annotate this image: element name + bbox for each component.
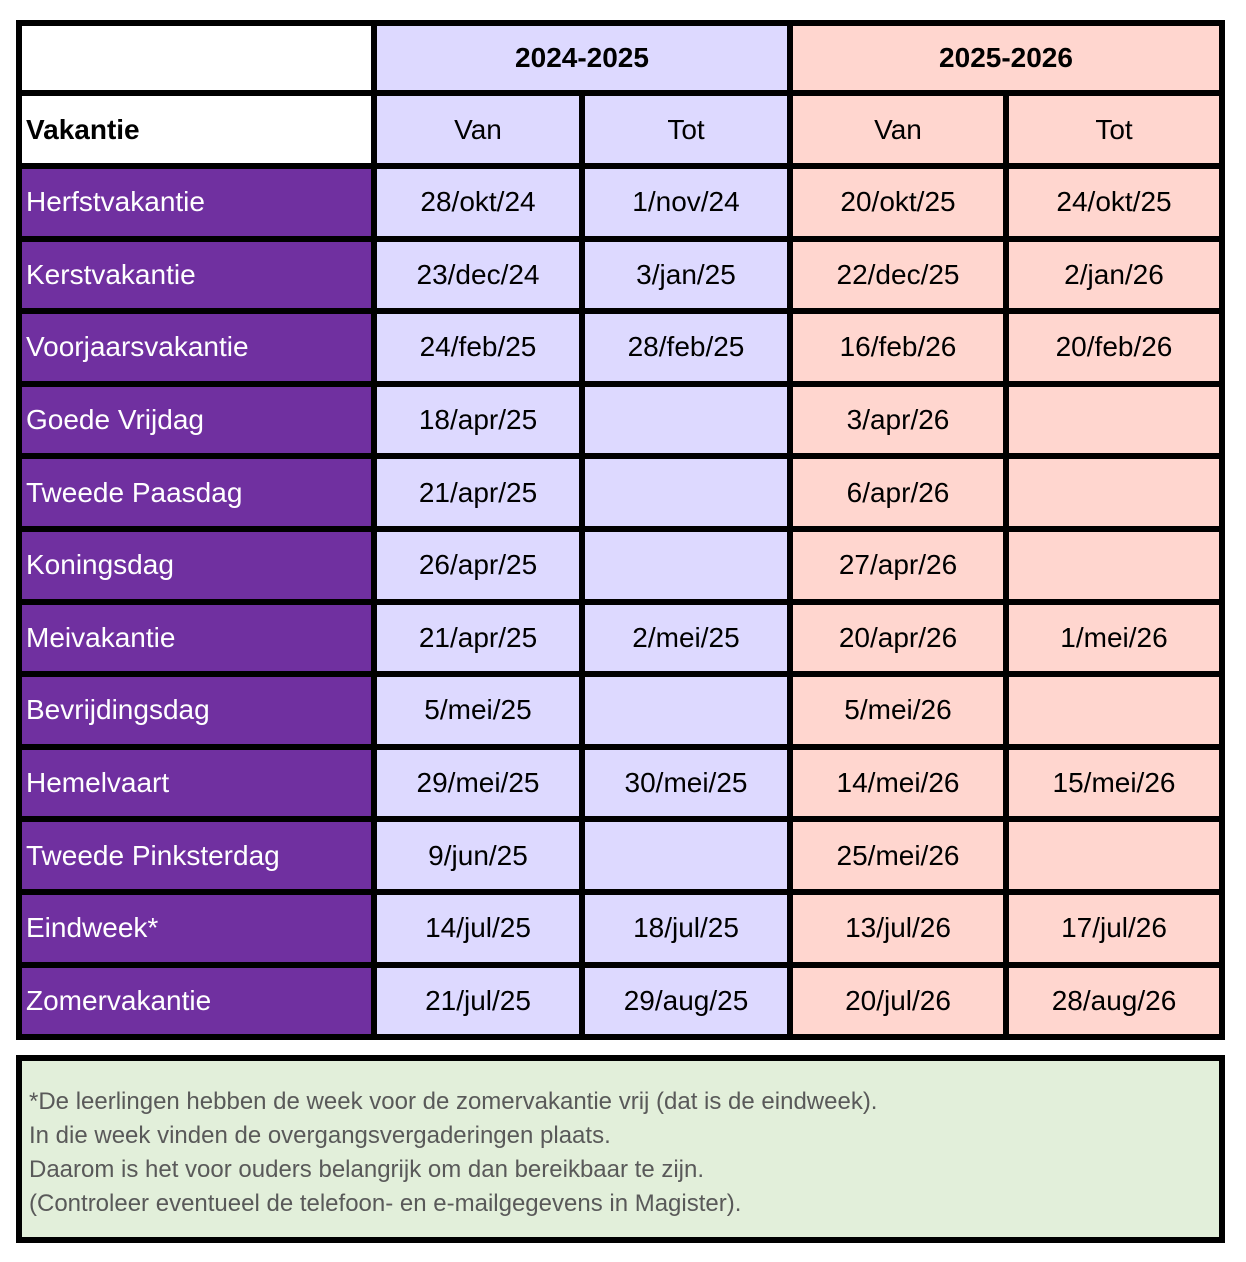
y2-tot-cell [1009, 386, 1219, 454]
y2-tot-cell [1009, 822, 1219, 889]
vacation-name: Bevrijdingsdag [22, 677, 371, 744]
y1-van-cell: 24/feb/25 [377, 314, 579, 381]
y1-van-cell: 29/mei/25 [377, 749, 579, 817]
y2-tot-cell: 28/aug/26 [1009, 967, 1219, 1035]
vacation-name: Kerstvakantie [22, 241, 371, 309]
column-header-row: Vakantie Van Tot Van Tot [22, 96, 1219, 163]
y2-tot-cell: 20/feb/26 [1009, 314, 1219, 381]
y2-tot-cell [1009, 459, 1219, 526]
vacation-name: Goede Vrijdag [22, 386, 371, 454]
y1-tot-cell: 29/aug/25 [585, 967, 787, 1035]
y2-van-cell: 22/dec/25 [793, 241, 1003, 309]
vacation-name: Zomervakantie [22, 967, 371, 1035]
vacation-name: Tweede Pinksterdag [22, 822, 371, 889]
vacation-name: Tweede Paasdag [22, 459, 371, 526]
y2-van-cell: 20/jul/26 [793, 967, 1003, 1035]
year-2025-2026-header: 2025-2026 [793, 26, 1219, 90]
year-header-row: 2024-2025 2025-2026 [22, 26, 1219, 90]
y1-van-cell: 21/jul/25 [377, 967, 579, 1035]
y2-van-cell: 5/mei/26 [793, 677, 1003, 744]
vacation-name: Hemelvaart [22, 749, 371, 817]
y1-tot-header: Tot [585, 96, 787, 163]
table-row: Herfstvakantie 28/okt/24 1/nov/24 20/okt/25… [22, 169, 1219, 236]
table-row: Kerstvakantie 23/dec/24 3/jan/25 22/dec/25 2… [22, 241, 1219, 309]
vacation-name: Meivakantie [22, 604, 371, 672]
vacation-table: 2024-2025 2025-2026 Vakantie Van Tot Van… [16, 20, 1225, 1041]
corner-blank-cell [22, 26, 371, 90]
y2-van-cell: 6/apr/26 [793, 459, 1003, 526]
y1-van-cell: 23/dec/24 [377, 241, 579, 309]
y1-tot-cell [585, 677, 787, 744]
y1-van-cell: 18/apr/25 [377, 386, 579, 454]
vacation-name: Koningsdag [22, 531, 371, 599]
y2-van-cell: 13/jul/26 [793, 894, 1003, 962]
y2-tot-header: Tot [1009, 96, 1219, 163]
y2-tot-cell [1009, 531, 1219, 599]
year-2024-2025-header: 2024-2025 [377, 26, 787, 90]
y2-van-header: Van [793, 96, 1003, 163]
y2-tot-cell: 2/jan/26 [1009, 241, 1219, 309]
table-row: Eindweek* 14/jul/25 18/jul/25 13/jul/26 17/j… [22, 894, 1219, 962]
y2-van-cell: 3/apr/26 [793, 386, 1003, 454]
y1-van-cell: 28/okt/24 [377, 169, 579, 236]
table-row: Zomervakantie 21/jul/25 29/aug/25 20/jul/26… [22, 967, 1219, 1035]
table-row: Bevrijdingsdag 5/mei/25 5/mei/26 [22, 677, 1219, 744]
footnote-line: In die week vinden de overgangsvergaderi… [29, 1122, 611, 1149]
footnote-line: *De leerlingen hebben de week voor de zo… [29, 1088, 878, 1115]
y1-van-cell: 21/apr/25 [377, 459, 579, 526]
y2-tot-cell [1009, 677, 1219, 744]
table-row: Voorjaarsvakantie 24/feb/25 28/feb/25 16/fe… [22, 314, 1219, 381]
y1-tot-cell: 1/nov/24 [585, 169, 787, 236]
y2-tot-cell: 1/mei/26 [1009, 604, 1219, 672]
vacation-rows: Herfstvakantie 28/okt/24 1/nov/24 20/okt/25… [22, 169, 1219, 1035]
table-row: Tweede Pinksterdag 9/jun/25 25/mei/26 [22, 822, 1219, 889]
y1-van-cell: 14/jul/25 [377, 894, 579, 962]
table-row: Hemelvaart 29/mei/25 30/mei/25 14/mei/26 15/… [22, 749, 1219, 817]
table-row: Goede Vrijdag 18/apr/25 3/apr/26 [22, 386, 1219, 454]
table-row: Koningsdag 26/apr/25 27/apr/26 [22, 531, 1219, 599]
y1-van-cell: 26/apr/25 [377, 531, 579, 599]
y2-tot-cell: 24/okt/25 [1009, 169, 1219, 236]
y1-tot-cell [585, 822, 787, 889]
y1-tot-cell: 3/jan/25 [585, 241, 787, 309]
y1-tot-cell: 18/jul/25 [585, 894, 787, 962]
y1-tot-cell [585, 459, 787, 526]
y1-van-cell: 21/apr/25 [377, 604, 579, 672]
vakantie-header: Vakantie [22, 96, 371, 163]
y1-van-header: Van [377, 96, 579, 163]
table-row: Tweede Paasdag 21/apr/25 6/apr/26 [22, 459, 1219, 526]
y2-van-cell: 20/apr/26 [793, 604, 1003, 672]
y2-tot-cell: 15/mei/26 [1009, 749, 1219, 817]
footnote-box: *De leerlingen hebben de week voor de zo… [16, 1055, 1225, 1243]
table-row: Meivakantie 21/apr/25 2/mei/25 20/apr/26 1/m… [22, 604, 1219, 672]
vacation-name: Voorjaarsvakantie [22, 314, 371, 381]
y1-tot-cell [585, 386, 787, 454]
footnote-line: Daarom is het voor ouders belangrijk om … [29, 1156, 705, 1183]
y1-tot-cell: 28/feb/25 [585, 314, 787, 381]
y2-van-cell: 16/feb/26 [793, 314, 1003, 381]
y1-van-cell: 5/mei/25 [377, 677, 579, 744]
y2-van-cell: 20/okt/25 [793, 169, 1003, 236]
y1-tot-cell: 30/mei/25 [585, 749, 787, 817]
footnote-line: (Controleer eventueel de telefoon- en e-… [29, 1190, 742, 1217]
y2-van-cell: 27/apr/26 [793, 531, 1003, 599]
y2-tot-cell: 17/jul/26 [1009, 894, 1219, 962]
y1-tot-cell [585, 531, 787, 599]
y2-van-cell: 14/mei/26 [793, 749, 1003, 817]
vacation-name: Eindweek* [22, 894, 371, 962]
y1-tot-cell: 2/mei/25 [585, 604, 787, 672]
y2-van-cell: 25/mei/26 [793, 822, 1003, 889]
y1-van-cell: 9/jun/25 [377, 822, 579, 889]
vacation-name: Herfstvakantie [22, 169, 371, 236]
